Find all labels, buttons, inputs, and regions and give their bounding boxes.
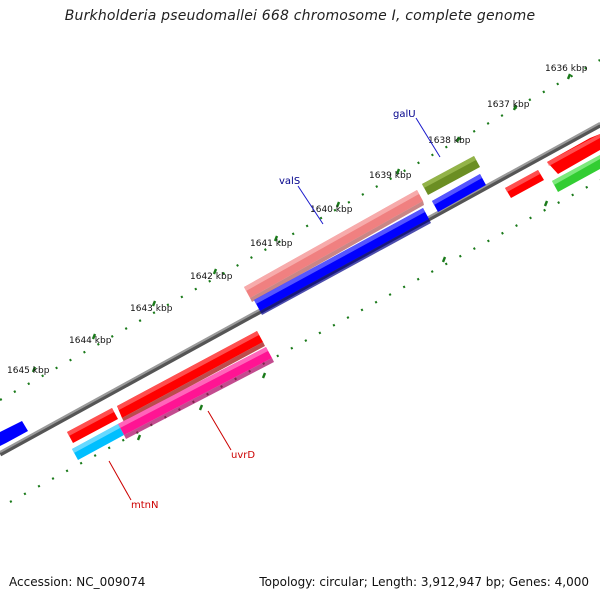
major-tick [91, 333, 97, 340]
gene-highlight [422, 156, 476, 188]
major-tick [335, 201, 341, 208]
inner-minor-ticks [9, 179, 600, 503]
gene-highlight [254, 208, 425, 304]
reverse-features [0, 155, 600, 460]
gene-blue-reverse[interactable] [254, 208, 429, 311]
scale-label: 1636 kbp [545, 64, 588, 74]
major-tick [198, 404, 204, 411]
inner-scale-ticks [9, 179, 600, 503]
leader-mtnN [108, 460, 132, 501]
leader-galU [415, 117, 441, 158]
map-title: Burkholderia pseudomallei 668 chromosome… [64, 8, 536, 24]
leader-uvrD [207, 410, 232, 451]
label-leaders [108, 117, 441, 501]
scale-label: 1642 kbp [190, 272, 233, 282]
scale-labels: 1636 kbp 1637 kbp 1638 kbp 1639 kbp 1640… [7, 64, 588, 376]
gene-highlight [432, 174, 482, 205]
accession-text: Accession: NC_009074 [9, 575, 146, 589]
major-tick [31, 366, 37, 373]
gene-highlight [72, 424, 120, 453]
gene-valS[interactable] [244, 190, 423, 298]
gene-labels: galU valS uvrD mtnN [131, 109, 416, 511]
major-tick [455, 136, 461, 143]
major-tick [151, 300, 157, 307]
gene-highlight [117, 331, 259, 410]
scale-label: 1645 kbp [7, 366, 50, 376]
major-tick [136, 434, 142, 441]
scale-label: 1640 kbp [310, 205, 353, 215]
label-mtnN[interactable]: mtnN [131, 500, 158, 511]
gene-highlight [67, 408, 114, 436]
gene-shadow [260, 219, 431, 315]
gene-red-forward[interactable] [117, 331, 263, 418]
gene-galU[interactable] [422, 156, 480, 195]
gene-shadow [124, 358, 274, 439]
major-tick [512, 104, 518, 111]
label-valS[interactable]: valS [279, 176, 300, 187]
genome-summary-text: Topology: circular; Length: 3,912,947 bp… [259, 575, 589, 589]
gene-blue-reverse[interactable] [432, 174, 486, 212]
gene-highlight [552, 155, 600, 185]
scale-label: 1639 kbp [369, 171, 412, 181]
major-tick [273, 235, 279, 242]
label-galU[interactable]: galU [393, 109, 416, 120]
outer-minor-ticks [0, 59, 600, 401]
label-uvrD[interactable]: uvrD [231, 450, 255, 461]
gene-mtnN[interactable] [72, 424, 124, 460]
gene-shadow [122, 342, 265, 422]
inner-major-ticks [136, 200, 549, 441]
scale-label: 1643 kbp [130, 304, 173, 314]
major-tick [261, 372, 267, 379]
scale-label: 1641 kbp [250, 239, 293, 249]
forward-features [67, 134, 600, 443]
leader-valS [297, 185, 324, 225]
major-tick [212, 268, 218, 275]
gene-red-forward[interactable] [67, 408, 118, 443]
gene-blue-reverse[interactable] [0, 421, 28, 446]
major-tick [543, 200, 549, 207]
scale-label: 1644 kbp [69, 336, 112, 346]
major-tick [395, 168, 401, 175]
major-tick [566, 73, 572, 80]
major-tick [441, 256, 447, 263]
gene-highlight [118, 347, 268, 428]
scale-label: 1637 kbp [487, 100, 530, 110]
outer-major-ticks [31, 73, 572, 373]
gene-highlight [547, 134, 600, 166]
scale-label: 1638 kbp [428, 136, 471, 146]
gene-shadow [250, 201, 424, 302]
gene-highlight [244, 190, 419, 291]
gene-highlight [505, 170, 540, 192]
outer-scale-ticks [0, 59, 600, 401]
gene-uvrD[interactable] [118, 347, 272, 435]
